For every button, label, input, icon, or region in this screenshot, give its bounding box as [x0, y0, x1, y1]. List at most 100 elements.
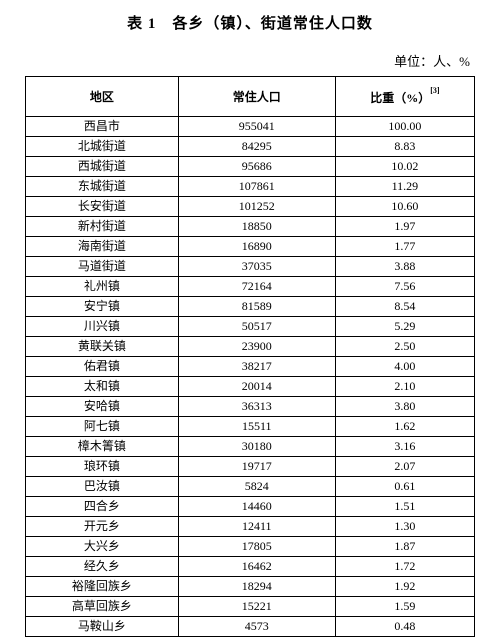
cell-region: 经久乡	[26, 557, 179, 577]
cell-percent: 10.60	[335, 197, 474, 217]
percent-label: 比重（%）	[370, 91, 430, 105]
cell-population: 72164	[178, 277, 335, 297]
cell-percent: 8.54	[335, 297, 474, 317]
cell-region: 长安街道	[26, 197, 179, 217]
col-header-population: 常住人口	[178, 77, 335, 117]
cell-population: 17805	[178, 537, 335, 557]
table-row: 长安街道10125210.60	[26, 197, 475, 217]
unit-label: 单位：人、%	[25, 51, 475, 70]
table-row: 川兴镇505175.29	[26, 317, 475, 337]
cell-percent: 10.02	[335, 157, 474, 177]
cell-region: 马鞍山乡	[26, 617, 179, 637]
cell-population: 20014	[178, 377, 335, 397]
cell-percent: 1.77	[335, 237, 474, 257]
cell-population: 84295	[178, 137, 335, 157]
population-table: 地区 常住人口 比重（%）[3] 西昌市955041100.00北城街道8429…	[25, 76, 475, 637]
cell-percent: 8.83	[335, 137, 474, 157]
cell-population: 23900	[178, 337, 335, 357]
cell-region: 佑君镇	[26, 357, 179, 377]
cell-percent: 4.00	[335, 357, 474, 377]
cell-region: 太和镇	[26, 377, 179, 397]
cell-population: 101252	[178, 197, 335, 217]
cell-region: 礼州镇	[26, 277, 179, 297]
table-row: 新村街道188501.97	[26, 217, 475, 237]
table-row: 西昌市955041100.00	[26, 117, 475, 137]
cell-region: 裕隆回族乡	[26, 577, 179, 597]
table-row: 礼州镇721647.56	[26, 277, 475, 297]
table-row: 佑君镇382174.00	[26, 357, 475, 377]
cell-percent: 0.48	[335, 617, 474, 637]
cell-percent: 1.30	[335, 517, 474, 537]
cell-region: 新村街道	[26, 217, 179, 237]
cell-region: 樟木箐镇	[26, 437, 179, 457]
cell-region: 琅环镇	[26, 457, 179, 477]
table-row: 阿七镇155111.62	[26, 417, 475, 437]
cell-region: 安宁镇	[26, 297, 179, 317]
cell-population: 15511	[178, 417, 335, 437]
table-row: 经久乡164621.72	[26, 557, 475, 577]
table-body: 西昌市955041100.00北城街道842958.83西城街道9568610.…	[26, 117, 475, 637]
cell-percent: 1.97	[335, 217, 474, 237]
cell-percent: 3.80	[335, 397, 474, 417]
cell-region: 西城街道	[26, 157, 179, 177]
cell-population: 955041	[178, 117, 335, 137]
cell-population: 5824	[178, 477, 335, 497]
table-row: 马鞍山乡45730.48	[26, 617, 475, 637]
table-row: 开元乡124111.30	[26, 517, 475, 537]
table-row: 安哈镇363133.80	[26, 397, 475, 417]
cell-percent: 1.51	[335, 497, 474, 517]
table-header-row: 地区 常住人口 比重（%）[3]	[26, 77, 475, 117]
cell-population: 81589	[178, 297, 335, 317]
table-row: 马道街道370353.88	[26, 257, 475, 277]
cell-percent: 100.00	[335, 117, 474, 137]
cell-percent: 1.72	[335, 557, 474, 577]
cell-population: 37035	[178, 257, 335, 277]
table-title: 表 1 各乡（镇）、街道常住人口数	[25, 12, 475, 33]
table-row: 北城街道842958.83	[26, 137, 475, 157]
cell-region: 川兴镇	[26, 317, 179, 337]
cell-region: 北城街道	[26, 137, 179, 157]
cell-percent: 2.07	[335, 457, 474, 477]
cell-population: 107861	[178, 177, 335, 197]
cell-percent: 1.62	[335, 417, 474, 437]
col-header-percent: 比重（%）[3]	[335, 77, 474, 117]
cell-population: 30180	[178, 437, 335, 457]
cell-percent: 3.16	[335, 437, 474, 457]
table-row: 安宁镇815898.54	[26, 297, 475, 317]
cell-percent: 0.61	[335, 477, 474, 497]
cell-percent: 1.59	[335, 597, 474, 617]
cell-region: 开元乡	[26, 517, 179, 537]
cell-population: 95686	[178, 157, 335, 177]
cell-population: 18850	[178, 217, 335, 237]
cell-region: 西昌市	[26, 117, 179, 137]
cell-region: 东城街道	[26, 177, 179, 197]
cell-population: 38217	[178, 357, 335, 377]
cell-population: 19717	[178, 457, 335, 477]
cell-percent: 2.50	[335, 337, 474, 357]
cell-percent: 2.10	[335, 377, 474, 397]
table-row: 巴汝镇58240.61	[26, 477, 475, 497]
cell-population: 15221	[178, 597, 335, 617]
cell-region: 四合乡	[26, 497, 179, 517]
table-row: 四合乡144601.51	[26, 497, 475, 517]
cell-percent: 1.87	[335, 537, 474, 557]
table-row: 西城街道9568610.02	[26, 157, 475, 177]
cell-region: 阿七镇	[26, 417, 179, 437]
cell-population: 16462	[178, 557, 335, 577]
col-header-region: 地区	[26, 77, 179, 117]
table-row: 裕隆回族乡182941.92	[26, 577, 475, 597]
cell-percent: 1.92	[335, 577, 474, 597]
cell-percent: 11.29	[335, 177, 474, 197]
cell-population: 16890	[178, 237, 335, 257]
table-row: 海南街道168901.77	[26, 237, 475, 257]
cell-population: 18294	[178, 577, 335, 597]
cell-population: 36313	[178, 397, 335, 417]
cell-region: 巴汝镇	[26, 477, 179, 497]
cell-region: 高草回族乡	[26, 597, 179, 617]
table-row: 太和镇200142.10	[26, 377, 475, 397]
table-row: 琅环镇197172.07	[26, 457, 475, 477]
cell-region: 马道街道	[26, 257, 179, 277]
cell-region: 安哈镇	[26, 397, 179, 417]
cell-region: 黄联关镇	[26, 337, 179, 357]
cell-population: 50517	[178, 317, 335, 337]
